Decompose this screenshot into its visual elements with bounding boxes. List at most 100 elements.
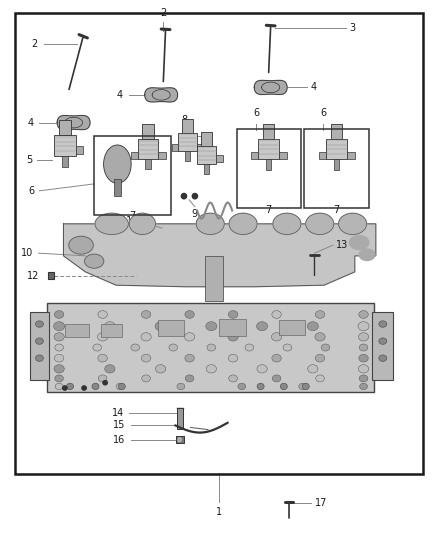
Ellipse shape	[359, 344, 368, 351]
Ellipse shape	[141, 354, 151, 362]
Ellipse shape	[238, 383, 246, 390]
Bar	[279, 151, 287, 158]
Ellipse shape	[103, 145, 131, 183]
Ellipse shape	[98, 333, 108, 341]
Ellipse shape	[131, 344, 140, 351]
Ellipse shape	[272, 375, 281, 382]
Ellipse shape	[103, 381, 107, 385]
Bar	[47, 303, 374, 392]
Ellipse shape	[185, 375, 194, 382]
Text: 4: 4	[310, 83, 316, 92]
Ellipse shape	[229, 375, 237, 382]
Text: 7: 7	[333, 205, 339, 215]
Text: 6: 6	[28, 186, 34, 196]
Bar	[182, 119, 193, 133]
Text: 13: 13	[336, 240, 349, 250]
Bar	[279, 320, 305, 335]
Bar	[131, 152, 138, 158]
Ellipse shape	[155, 322, 166, 330]
Ellipse shape	[93, 344, 102, 351]
Ellipse shape	[228, 333, 238, 341]
Ellipse shape	[206, 365, 216, 373]
Bar	[158, 152, 166, 158]
Ellipse shape	[358, 322, 369, 330]
Ellipse shape	[299, 383, 307, 390]
Ellipse shape	[339, 213, 367, 235]
Ellipse shape	[358, 365, 369, 373]
Bar	[304, 129, 369, 208]
Ellipse shape	[359, 354, 368, 362]
Ellipse shape	[315, 311, 325, 318]
Ellipse shape	[55, 375, 64, 382]
Ellipse shape	[142, 375, 150, 382]
Bar	[65, 324, 89, 337]
Ellipse shape	[207, 344, 215, 351]
Bar	[48, 272, 54, 279]
Ellipse shape	[141, 333, 151, 341]
Bar	[75, 146, 83, 154]
Text: 10: 10	[21, 248, 33, 258]
Bar	[59, 119, 71, 135]
Bar	[333, 158, 339, 169]
Bar	[30, 312, 49, 380]
Ellipse shape	[53, 322, 65, 330]
Ellipse shape	[257, 383, 264, 390]
Text: 1: 1	[216, 507, 222, 518]
Ellipse shape	[321, 344, 330, 351]
Ellipse shape	[206, 322, 217, 330]
Polygon shape	[254, 80, 287, 94]
Bar	[201, 132, 212, 146]
Ellipse shape	[302, 383, 309, 390]
Ellipse shape	[35, 355, 43, 361]
Ellipse shape	[360, 383, 367, 390]
Bar	[372, 312, 393, 380]
Ellipse shape	[350, 236, 369, 249]
Ellipse shape	[185, 354, 194, 362]
Bar	[205, 256, 223, 301]
Ellipse shape	[67, 383, 74, 390]
Ellipse shape	[379, 355, 387, 361]
Ellipse shape	[315, 354, 325, 362]
Ellipse shape	[359, 249, 375, 261]
Ellipse shape	[98, 311, 107, 318]
Bar	[197, 144, 204, 151]
Ellipse shape	[141, 311, 151, 318]
Ellipse shape	[55, 383, 63, 390]
Bar	[178, 133, 197, 151]
Bar	[94, 136, 171, 215]
Bar	[62, 156, 68, 167]
Bar	[176, 436, 184, 443]
Ellipse shape	[315, 333, 325, 341]
Bar	[138, 140, 158, 158]
Ellipse shape	[359, 375, 368, 382]
Text: 12: 12	[27, 271, 39, 280]
Text: 7: 7	[265, 205, 272, 215]
Text: 7: 7	[129, 211, 135, 221]
Bar	[185, 151, 190, 161]
Text: 4: 4	[117, 90, 123, 100]
Text: 17: 17	[314, 498, 327, 508]
Ellipse shape	[307, 322, 318, 330]
Ellipse shape	[98, 375, 107, 382]
Ellipse shape	[104, 322, 115, 330]
Ellipse shape	[54, 333, 64, 341]
Text: 8: 8	[182, 115, 188, 125]
Bar	[347, 151, 355, 158]
Ellipse shape	[155, 365, 166, 373]
Text: 9: 9	[192, 209, 198, 220]
Bar	[258, 139, 279, 158]
Ellipse shape	[257, 322, 268, 330]
Ellipse shape	[95, 213, 128, 235]
Ellipse shape	[54, 365, 64, 373]
Ellipse shape	[272, 354, 281, 362]
Bar	[204, 164, 209, 174]
Ellipse shape	[306, 213, 334, 235]
Polygon shape	[57, 116, 90, 130]
Bar	[172, 144, 178, 151]
Ellipse shape	[257, 365, 267, 373]
Bar	[216, 155, 223, 162]
Ellipse shape	[177, 383, 185, 390]
Ellipse shape	[272, 311, 281, 318]
Ellipse shape	[184, 333, 195, 341]
Bar	[263, 124, 274, 139]
